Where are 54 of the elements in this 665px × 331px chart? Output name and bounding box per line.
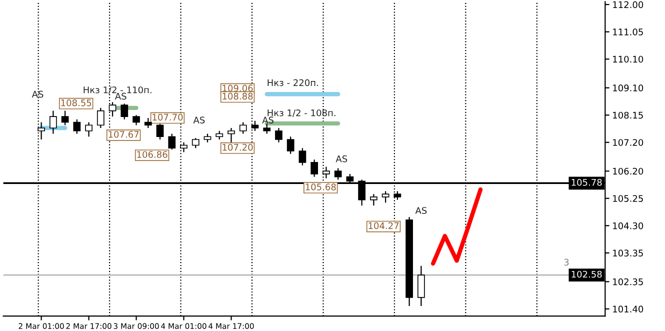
y-tick-label: 108.15 <box>613 112 643 119</box>
annotation: 109.06 <box>222 84 253 92</box>
y-tick-label: 112.00 <box>613 1 644 8</box>
candlestick <box>96 107 104 129</box>
annotation: AS <box>193 116 205 124</box>
y-tick-label: 104.30 <box>613 222 644 230</box>
candlestick <box>263 123 271 134</box>
annotation: 105.68 <box>306 184 336 190</box>
annotation: AS <box>32 90 44 98</box>
annotation: 3 <box>564 258 569 266</box>
candlestick <box>85 122 92 138</box>
candlestick <box>286 136 294 154</box>
candlestick <box>156 123 164 140</box>
ref-line-label: 102.58 <box>572 270 602 278</box>
candlestick <box>73 118 81 134</box>
candlestick <box>168 133 176 150</box>
candlestick <box>417 265 425 307</box>
annotation: 107.70 <box>152 114 183 121</box>
y-tick-label: 105.25 <box>613 195 643 202</box>
candlestick <box>334 168 342 180</box>
candlestick <box>275 127 282 143</box>
y-tick-label: 106.20 <box>613 168 644 175</box>
annotation: Нкз - 220п. <box>268 79 318 86</box>
candlestick <box>310 159 318 178</box>
annotation: 108.55 <box>61 99 92 106</box>
y-tick-label: 110.10 <box>613 56 644 63</box>
ref-line-label: 105.78 <box>572 178 602 186</box>
line-series <box>430 187 483 266</box>
candlestick <box>49 110 57 134</box>
annotation: Нкз 1/2 - 108п. <box>268 109 336 117</box>
annotation: AS <box>336 155 348 162</box>
candlestick <box>298 148 306 166</box>
candlestick <box>144 117 152 129</box>
annotation: AS <box>415 207 427 214</box>
y-tick-label: 107.20 <box>613 139 644 146</box>
y-tick-label: 102.35 <box>613 278 643 286</box>
annotation: 106.86 <box>137 151 168 158</box>
candlestick <box>192 138 200 149</box>
candlestick <box>239 122 247 134</box>
annotation: 108.88 <box>222 92 253 100</box>
y-tick-label: 101.40 <box>613 306 644 312</box>
annotation: 107.20 <box>222 144 253 151</box>
candlestick <box>61 110 69 126</box>
annotation: 104.27 <box>368 222 399 230</box>
y-tick-label: 103.35 <box>613 250 643 256</box>
candlestick <box>370 194 378 206</box>
y-tick-label: 109.10 <box>613 84 644 92</box>
candlestick <box>382 190 390 204</box>
candlestick <box>120 103 128 120</box>
candlestick <box>132 114 140 126</box>
y-tick-label: 111.05 <box>613 28 643 36</box>
annotation: 107.67 <box>108 130 139 138</box>
annotation: AS <box>114 92 126 100</box>
annotation: AS <box>262 116 274 124</box>
